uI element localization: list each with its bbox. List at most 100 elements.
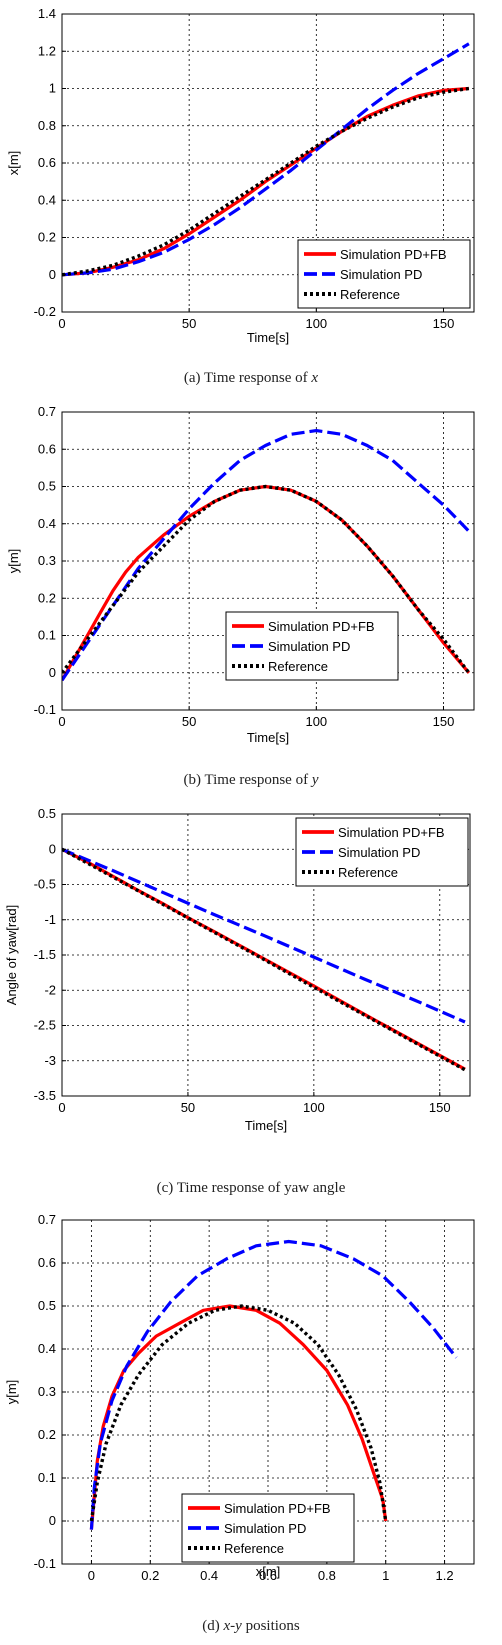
x-tick-label: 100: [305, 714, 327, 729]
caption-d: (d) x-y positions: [0, 1618, 502, 1635]
y-tick-label: -0.2: [34, 304, 56, 319]
x-tick-label: 150: [433, 714, 455, 729]
x-tick-label: 0: [58, 316, 65, 331]
caption-a-prefix: (a) Time response of: [183, 370, 312, 386]
x-tick-label: 100: [303, 1100, 325, 1115]
series-line-2: [62, 847, 466, 1024]
legend-label-3: Reference: [340, 287, 400, 302]
legend-label-3: Reference: [338, 865, 398, 880]
y-tick-label: 0.7: [38, 1212, 56, 1227]
y-tick-label: -0.1: [34, 1556, 56, 1571]
y-tick-label: 0.2: [38, 230, 56, 245]
x-axis-label: Time[s]: [247, 730, 289, 745]
y-tick-label: -3.5: [34, 1088, 56, 1103]
y-tick-label: 0.6: [38, 1255, 56, 1270]
legend-label-2: Simulation PD: [338, 845, 420, 860]
y-axis-label: x[m]: [6, 151, 21, 176]
y-tick-label: 0.4: [38, 192, 56, 207]
y-tick-label: -0.1: [34, 702, 56, 717]
x-tick-label: 0: [58, 714, 65, 729]
y-tick-label: 0.3: [38, 553, 56, 568]
caption-d-suffix: positions: [241, 1618, 300, 1634]
y-tick-label: 1: [49, 81, 56, 96]
legend-label-3: Reference: [268, 659, 328, 674]
x-tick-label: 150: [433, 316, 455, 331]
x-tick-label: 0.8: [318, 1568, 336, 1583]
caption-d-var: x-y: [223, 1618, 242, 1634]
series-line-1: [89, 1304, 388, 1530]
y-tick-label: 0.2: [38, 590, 56, 605]
caption-a: (a) Time response of x: [0, 370, 502, 387]
y-axis-label: y[m]: [6, 549, 21, 574]
y-tick-label: 0.6: [38, 441, 56, 456]
series-line-2: [62, 42, 470, 277]
series-line-3: [62, 484, 471, 674]
x-tick-label: 50: [182, 316, 196, 331]
legend-label-1: Simulation PD+FB: [338, 825, 445, 840]
y-tick-label: 0.8: [38, 118, 56, 133]
y-tick-label: 0.1: [38, 628, 56, 643]
x-tick-label: 50: [181, 1100, 195, 1115]
x-axis-label: x[m]: [256, 1564, 281, 1579]
y-tick-label: -1.5: [34, 947, 56, 962]
y-tick-label: 1.2: [38, 43, 56, 58]
chart-c-svg: 0 50 100 150 -3.5 -3 -2.5 -2 -1.5 -1 -0.5 0 0.5 Time[…: [4, 806, 471, 1133]
x-tick-label: 0.4: [200, 1568, 218, 1583]
legend-label-1: Simulation PD+FB: [268, 619, 375, 634]
y-tick-label: 0.4: [38, 1341, 56, 1356]
legend-label-2: Simulation PD: [268, 639, 350, 654]
y-tick-label: -1: [44, 912, 56, 927]
y-tick-label: 0.5: [38, 479, 56, 494]
y-tick-label: 0.5: [38, 1298, 56, 1313]
legend-label-3: Reference: [224, 1541, 284, 1556]
x-tick-label: 0: [88, 1568, 95, 1583]
x-axis-label: Time[s]: [245, 1118, 287, 1133]
y-tick-label: 0: [49, 665, 56, 680]
x-tick-label: 0.2: [141, 1568, 159, 1583]
chart-d-svg: 0 0.2 0.4 0.6 0.8 1 1.2 -0.1 0 0.1 0.2 0.3 0.4 0.5 0.6…: [4, 1212, 475, 1583]
legend-label-2: Simulation PD: [340, 267, 422, 282]
chart-panel-b: 0 50 100 150 -0.1 0 0.1 0.2 0.3 0.4 0.5 0.6 0.7 Time[…: [0, 400, 502, 800]
x-tick-label: 1.2: [436, 1568, 454, 1583]
x-tick-label: 1: [382, 1568, 389, 1583]
caption-b-var: y: [311, 772, 319, 788]
y-tick-label: 0.5: [38, 806, 56, 821]
y-tick-label: 0: [49, 267, 56, 282]
x-axis-label: Time[s]: [247, 330, 289, 345]
x-tick-label: 150: [429, 1100, 451, 1115]
y-tick-label: -0.5: [34, 877, 56, 892]
series-line-3: [89, 1304, 388, 1522]
legend-label-2: Simulation PD: [224, 1521, 306, 1536]
caption-c-prefix: (c) Time response of yaw angle: [156, 1180, 346, 1196]
caption-d-prefix: (d): [202, 1618, 224, 1634]
y-tick-label: 0.6: [38, 155, 56, 170]
y-tick-label: 0: [49, 841, 56, 856]
y-tick-label: 0.3: [38, 1384, 56, 1399]
x-tick-label: 100: [305, 316, 327, 331]
y-tick-label: 1.4: [38, 6, 56, 21]
chart-panel-d: 0 0.2 0.4 0.6 0.8 1 1.2 -0.1 0 0.1 0.2 0.3 0.4 0.5 0.6…: [0, 1210, 502, 1645]
chart-panel-a: 0 50 100 150 -0.2 0 0.2 0.4 0.6 0.8 1 1.2 1.4 Time[s]…: [0, 0, 502, 400]
y-tick-label: -2.5: [34, 1018, 56, 1033]
chart-a-svg: 0 50 100 150-0.200.20.40.60.811.21.4Time[s]…: [6, 6, 475, 345]
y-tick-label: 0: [49, 1513, 56, 1528]
caption-b: (b) Time response of y: [0, 772, 502, 789]
y-tick-label: -3: [44, 1053, 56, 1068]
y-tick-label: 0.7: [38, 404, 56, 419]
series-line-3: [62, 847, 466, 1072]
y-tick-label: 0.1: [38, 1470, 56, 1485]
x-tick-label: 50: [182, 714, 196, 729]
y-tick-label: -2: [44, 982, 56, 997]
x-tick-label: 0.6: [259, 1568, 277, 1583]
legend-label-1: Simulation PD+FB: [224, 1501, 331, 1516]
caption-c: (c) Time response of yaw angle: [0, 1180, 502, 1197]
caption-a-var: x: [311, 370, 319, 386]
series-line-1: [62, 86, 470, 277]
chart-b-svg: 0 50 100 150-0.100.10.20.30.40.50.60.7Time[…: [6, 404, 475, 745]
y-axis-label: y[m]: [4, 1380, 19, 1405]
chart-panel-c: 0 50 100 150 -3.5 -3 -2.5 -2 -1.5 -1 -0.5 0 0.5 Time[…: [0, 800, 502, 1210]
y-tick-label: 0.2: [38, 1427, 56, 1442]
x-tick-label: 0: [58, 1100, 65, 1115]
legend-label-1: Simulation PD+FB: [340, 247, 447, 262]
series-line-2: [89, 1239, 458, 1530]
